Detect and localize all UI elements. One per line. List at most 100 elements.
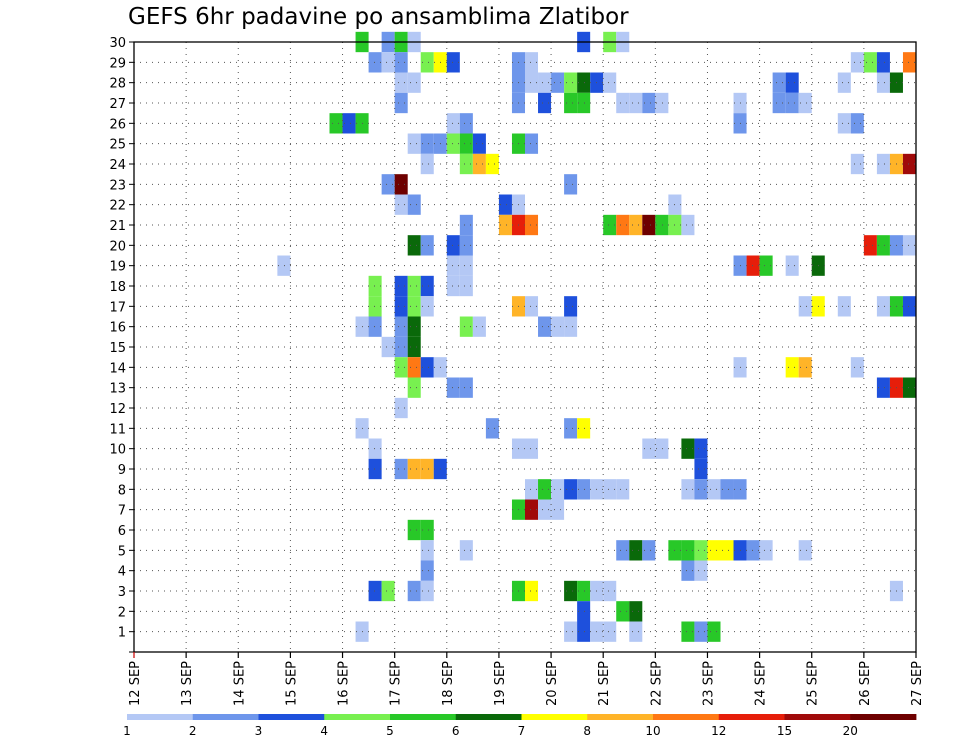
precip-cell: [420, 52, 434, 73]
precip-cell: [472, 153, 486, 175]
precip-cell: [407, 296, 421, 317]
grid-layer: [134, 42, 916, 652]
precip-cell: [902, 52, 916, 73]
precip-cell: [394, 397, 408, 419]
precip-cell: [277, 255, 291, 276]
colorbar: 1 2 3 4 5 6 7 8 10 12 15 20: [123, 714, 917, 738]
precip-cell: [407, 316, 421, 337]
precip-cell: [394, 357, 408, 378]
precip-cell: [850, 113, 864, 134]
x-tick-label: 14 SEP: [232, 661, 247, 706]
precip-cell: [420, 458, 434, 480]
precip-cell: [616, 540, 630, 561]
precip-cell: [876, 72, 890, 93]
y-tick-label: 14: [109, 361, 126, 376]
colorbar-label: 1: [123, 724, 131, 738]
precip-cell: [420, 580, 434, 602]
x-tick-label: 23 SEP: [702, 661, 717, 706]
precip-cell: [564, 316, 578, 337]
precip-cell: [616, 214, 630, 236]
y-tick-label: 4: [118, 565, 126, 580]
precip-cell: [850, 52, 864, 73]
x-tick-label: 18 SEP: [441, 661, 456, 706]
precip-cell: [694, 621, 708, 642]
y-tick-label: 16: [109, 321, 126, 336]
precip-cell: [394, 336, 408, 358]
precip-cell: [459, 255, 473, 276]
precip-cell: [459, 540, 473, 561]
precip-cell: [342, 113, 356, 134]
precip-cell: [407, 336, 421, 358]
precip-cell: [407, 580, 421, 602]
x-tick-label: 25 SEP: [806, 661, 821, 706]
chart-title: GEFS 6hr padavine po ansamblima Zlatibor: [128, 4, 629, 30]
precip-cell: [642, 92, 656, 114]
precip-cell: [498, 194, 512, 215]
precip-cell: [472, 316, 486, 337]
x-tick-label: 17 SEP: [389, 661, 404, 706]
precip-cell: [420, 296, 434, 317]
precip-cell: [368, 275, 382, 297]
precip-cell: [538, 316, 552, 337]
precip-cell: [577, 580, 591, 602]
precip-cell: [446, 377, 460, 398]
precip-cell: [459, 113, 473, 134]
precip-cell: [368, 52, 382, 73]
y-tick-label: 6: [118, 524, 126, 539]
precip-cell: [785, 92, 799, 114]
precip-cell: [746, 540, 760, 561]
precip-cell: [407, 275, 421, 297]
y-tick-label: 30: [109, 36, 126, 51]
precip-cell: [407, 357, 421, 378]
precip-cell: [785, 357, 799, 378]
precip-cell: [629, 214, 643, 236]
cells-layer: [277, 31, 916, 642]
precip-cell: [603, 621, 617, 642]
precip-cell: [577, 601, 591, 622]
precip-cell: [876, 153, 890, 175]
precip-cell: [394, 296, 408, 317]
x-tick-label: 12 SEP: [128, 661, 143, 706]
precip-cell: [837, 296, 851, 317]
precip-cell: [798, 92, 812, 114]
precip-cell: [407, 458, 421, 480]
precip-cell: [577, 72, 591, 93]
precip-cell: [551, 479, 565, 500]
precip-cell: [446, 275, 460, 297]
precip-cell: [655, 92, 669, 114]
precip-cell: [368, 296, 382, 317]
precip-cell: [446, 235, 460, 256]
precip-cell: [420, 357, 434, 378]
precip-cell: [876, 296, 890, 317]
colorbar-swatch: [127, 714, 194, 720]
y-tick-label: 10: [109, 443, 126, 458]
precip-cell: [420, 133, 434, 154]
y-tick-label: 19: [109, 260, 126, 275]
y-tick-label: 26: [109, 117, 126, 132]
precip-cell: [746, 255, 760, 276]
colorbar-swatch: [455, 714, 522, 720]
precip-cell: [564, 92, 578, 114]
precip-cell: [485, 153, 499, 175]
precip-cell: [459, 133, 473, 154]
precip-cell: [798, 540, 812, 561]
precip-cell: [407, 519, 421, 541]
colorbar-label: 8: [583, 724, 591, 738]
precip-cell: [629, 601, 643, 622]
y-tick-label: 22: [109, 199, 126, 214]
colorbar-label: 3: [255, 724, 263, 738]
x-tick-label: 16 SEP: [337, 661, 352, 706]
precip-cell: [564, 174, 578, 195]
precip-cell: [420, 235, 434, 256]
precip-cell: [694, 458, 708, 480]
precip-cell: [394, 194, 408, 215]
y-tick-label: 17: [109, 300, 126, 315]
precip-cell: [564, 72, 578, 93]
y-axis: 1234567891011121314151617181920212223242…: [109, 36, 134, 653]
colorbar-swatch: [850, 714, 917, 720]
y-tick-label: 21: [109, 219, 126, 234]
precip-cell: [446, 255, 460, 276]
precip-cell: [525, 72, 539, 93]
precip-cell: [420, 519, 434, 541]
precip-cell: [642, 540, 656, 561]
